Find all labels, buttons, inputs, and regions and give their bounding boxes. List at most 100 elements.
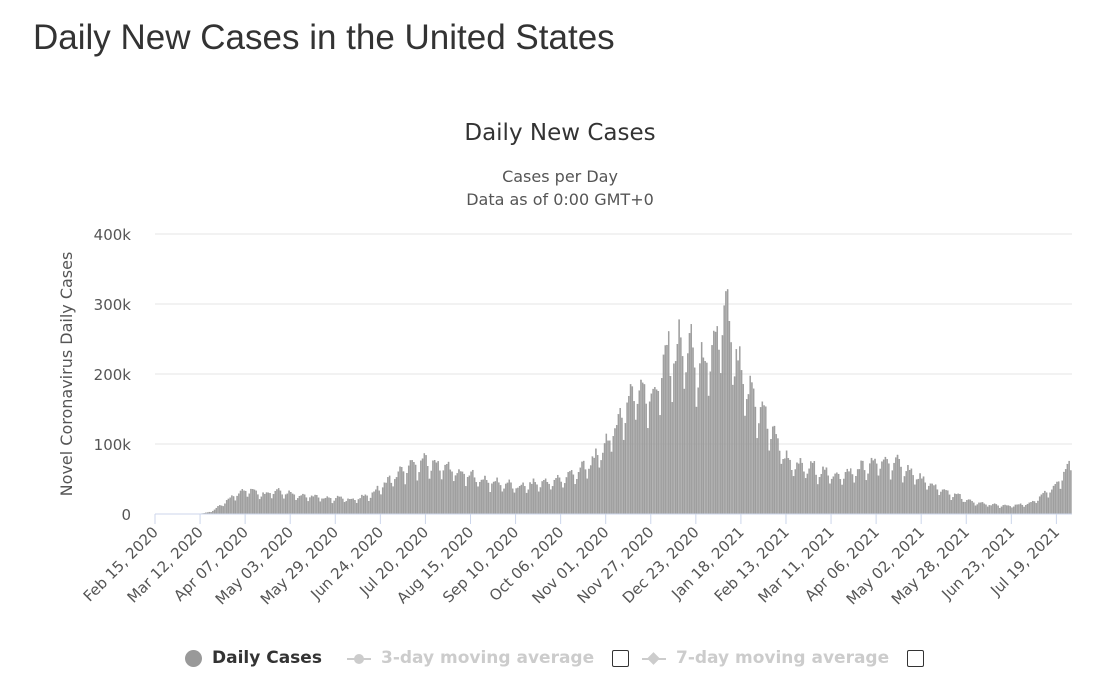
daily-cases-bar xyxy=(834,473,836,515)
daily-cases-bar xyxy=(225,500,228,515)
daily-cases-bar xyxy=(267,492,270,515)
daily-cases-bar xyxy=(1045,492,1048,515)
daily-cases-bar xyxy=(888,463,890,515)
daily-cases-bar xyxy=(827,475,829,515)
daily-cases-bar xyxy=(725,291,727,515)
daily-cases-bar xyxy=(917,478,920,515)
x-tick-label: May 03, 2020 xyxy=(212,523,297,608)
daily-cases-bar xyxy=(569,471,571,515)
daily-cases-bar xyxy=(314,494,316,515)
daily-cases-bar xyxy=(329,498,332,515)
daily-cases-bar xyxy=(621,417,623,515)
daily-cases-bar xyxy=(780,463,783,515)
y-tick-label: 0 xyxy=(121,506,131,524)
daily-cases-bar xyxy=(719,373,722,515)
daily-cases-bar xyxy=(714,331,717,515)
daily-cases-bar xyxy=(459,471,462,515)
daily-cases-bar xyxy=(1009,506,1011,515)
legend-item-7-day-moving-average[interactable]: 7-day moving average xyxy=(642,640,889,676)
daily-cases-bar xyxy=(976,504,979,515)
daily-cases-bar xyxy=(875,463,878,515)
daily-cases-bar xyxy=(693,367,696,515)
daily-cases-bar xyxy=(550,489,552,515)
daily-cases-bar xyxy=(839,479,842,515)
daily-cases-bar xyxy=(335,498,337,515)
daily-cases-bar xyxy=(288,490,290,515)
daily-cases-bar xyxy=(265,492,268,515)
daily-cases-bar xyxy=(312,496,315,515)
grid-lines xyxy=(155,233,1072,445)
checkbox-3-day-moving-average[interactable] xyxy=(612,650,629,667)
daily-cases-bar xyxy=(893,462,895,515)
daily-cases-bar xyxy=(1030,502,1032,515)
legend-item-3-day-moving-average[interactable]: 3-day moving average xyxy=(347,640,594,676)
daily-cases-bar xyxy=(331,503,334,515)
daily-cases-bar xyxy=(896,454,899,515)
daily-cases-bar xyxy=(317,497,320,515)
daily-cases-bar xyxy=(461,471,464,515)
checkbox-7-day-moving-average[interactable] xyxy=(907,650,924,667)
daily-cases-bar xyxy=(324,497,327,515)
daily-cases-bar xyxy=(936,489,939,515)
daily-cases-bar xyxy=(1016,504,1018,515)
daily-cases-bar xyxy=(423,453,426,515)
x-tick-label: May 29, 2020 xyxy=(257,523,342,608)
daily-cases-bar xyxy=(655,389,658,515)
daily-cases-bar xyxy=(1042,492,1044,515)
daily-cases-bar xyxy=(518,486,521,515)
daily-cases-bar xyxy=(350,498,353,515)
daily-cases-bar xyxy=(980,502,982,515)
daily-cases-bar xyxy=(635,419,637,515)
daily-cases-bar xyxy=(388,475,391,515)
daily-cases-bar xyxy=(803,471,805,515)
daily-cases-bar xyxy=(255,490,257,515)
daily-cases-bar xyxy=(940,491,942,515)
daily-cases-bar xyxy=(501,491,504,515)
daily-cases-bar xyxy=(1061,480,1063,515)
daily-cases-bar xyxy=(737,360,739,515)
daily-cases-bar xyxy=(607,440,609,515)
daily-cases-bar xyxy=(667,331,670,515)
daily-cases-bar xyxy=(1019,503,1022,515)
y-axis-ticks: 0 100k 200k 300k 400k xyxy=(94,226,132,524)
daily-cases-bar xyxy=(820,474,823,515)
daily-cases-bar xyxy=(711,345,713,515)
daily-cases-bar xyxy=(874,458,876,515)
daily-cases-bar xyxy=(674,361,677,515)
daily-cases-bar xyxy=(673,363,675,515)
daily-cases-bar xyxy=(903,476,906,515)
daily-cases-bar xyxy=(927,485,930,515)
daily-cases-bar xyxy=(260,496,263,515)
daily-cases-bar xyxy=(947,490,949,515)
daily-cases-bar xyxy=(700,342,703,515)
daily-cases-bar xyxy=(797,463,800,515)
daily-cases-bar xyxy=(323,498,325,515)
daily-cases-bar xyxy=(413,462,415,515)
daily-cases-bar xyxy=(440,479,443,515)
daily-cases-bar xyxy=(1023,506,1025,515)
daily-cases-bar xyxy=(967,499,970,515)
daily-cases-bar xyxy=(867,473,869,515)
daily-cases-bar xyxy=(615,425,618,515)
daily-cases-bar xyxy=(229,497,231,515)
daily-cases-bar xyxy=(232,496,235,515)
daily-cases-bar xyxy=(494,481,497,515)
daily-cases-bar xyxy=(515,488,517,515)
daily-cases-bar xyxy=(357,499,360,515)
daily-cases-bar xyxy=(349,499,351,515)
daily-cases-bar xyxy=(921,478,923,515)
daily-cases-bar xyxy=(290,492,292,515)
daily-cases-bar xyxy=(310,495,313,515)
daily-cases-bar xyxy=(860,460,862,515)
daily-cases-bar xyxy=(565,477,568,515)
legend-item-daily-cases[interactable]: Daily Cases xyxy=(185,640,322,676)
daily-cases-bar xyxy=(733,376,736,515)
daily-cases-bar xyxy=(988,505,991,515)
daily-cases-bar xyxy=(219,505,221,515)
daily-cases-bar xyxy=(617,414,620,515)
daily-cases-bar xyxy=(872,460,875,515)
daily-cases-bar xyxy=(869,463,871,515)
daily-cases-bar xyxy=(981,502,984,515)
daily-cases-bar xyxy=(342,498,344,515)
